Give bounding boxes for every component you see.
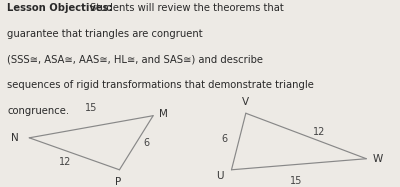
Text: P: P [115,177,121,187]
Text: W: W [372,154,382,164]
Text: 15: 15 [84,103,97,113]
Text: 12: 12 [313,127,326,137]
Text: Lesson Objectives:: Lesson Objectives: [7,3,113,13]
Text: N: N [12,133,19,143]
Text: (SSS≅, ASA≅, AAS≅, HL≅, and SAS≅) and describe: (SSS≅, ASA≅, AAS≅, HL≅, and SAS≅) and de… [7,55,263,65]
Text: 12: 12 [59,157,72,168]
Text: congruence.: congruence. [7,106,69,116]
Text: V: V [242,97,249,107]
Text: M: M [159,109,168,119]
Text: 15: 15 [290,176,302,186]
Text: sequences of rigid transformations that demonstrate triangle: sequences of rigid transformations that … [7,80,314,90]
Text: 6: 6 [221,134,227,144]
Text: U: U [216,171,224,181]
Text: guarantee that triangles are congruent: guarantee that triangles are congruent [7,29,203,39]
Text: Students will review the theorems that: Students will review the theorems that [90,3,284,13]
Text: 6: 6 [143,138,149,148]
